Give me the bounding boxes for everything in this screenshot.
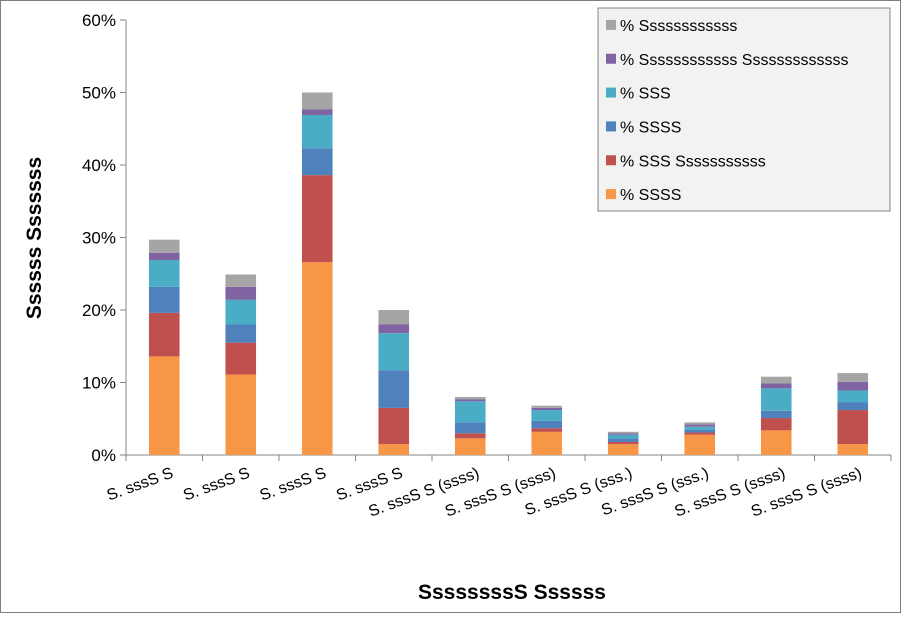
y-axis: 0% 10% 20% 30% 40% 50% 60% xyxy=(82,11,127,465)
bar-segment xyxy=(607,438,639,442)
y-axis-title: Ssssss Sssssss xyxy=(23,157,46,319)
bar-segment xyxy=(378,333,410,371)
bars xyxy=(148,92,869,455)
bar-segment xyxy=(454,399,486,402)
legend-swatch xyxy=(606,189,616,200)
bar-segment xyxy=(760,418,792,431)
y-tick-label: 30% xyxy=(82,229,116,248)
bar-segment xyxy=(454,397,486,400)
bar-segment xyxy=(607,434,639,439)
bar-segment xyxy=(301,114,333,149)
bar-segment xyxy=(148,286,180,313)
legend-swatch xyxy=(606,155,616,166)
bar-segment xyxy=(225,274,257,287)
y-tick-label: 50% xyxy=(82,84,116,103)
legend: % Ssssssssssss % Ssssssssssss Sssssssssss… xyxy=(597,7,891,212)
bar-segment xyxy=(148,252,180,260)
y-tick-label: 0% xyxy=(91,446,116,465)
bar-segment xyxy=(760,383,792,389)
legend-label: % Ssssssssssss xyxy=(620,18,737,35)
bar-segment xyxy=(607,433,639,435)
legend-swatch xyxy=(606,121,616,132)
bar-segment xyxy=(837,390,869,403)
bar-segment xyxy=(301,148,333,176)
bar-segment xyxy=(148,356,180,455)
bar-segment xyxy=(378,310,410,325)
bar-segment xyxy=(760,388,792,411)
bar-segment xyxy=(454,422,486,434)
bar-segment xyxy=(684,424,716,427)
y-tick-label: 40% xyxy=(82,156,116,175)
bar-segment xyxy=(225,342,257,375)
bar-segment xyxy=(531,405,563,408)
bar-segment xyxy=(378,324,410,334)
bar-segment xyxy=(454,401,486,423)
bar-segment xyxy=(454,433,486,439)
x-axis-title: SsssssssS Ssssss xyxy=(418,581,606,604)
x-tick-label: S. sssS S xyxy=(181,465,252,505)
bar-segment xyxy=(301,175,333,263)
legend-label: % SSSS xyxy=(620,187,681,204)
bar-segment xyxy=(837,373,869,382)
bar-segment xyxy=(225,286,257,300)
bar-segment xyxy=(225,299,257,325)
legend-label: % SSS xyxy=(620,86,671,103)
bar-segment xyxy=(760,410,792,419)
y-tick-label: 20% xyxy=(82,301,116,320)
x-tick-label: S. sssS S xyxy=(105,465,176,505)
bar-segment xyxy=(837,381,869,391)
bar-segment xyxy=(378,444,410,455)
bar-segment xyxy=(225,324,257,343)
bar-segment xyxy=(684,434,716,455)
legend-swatch xyxy=(606,53,616,64)
bar-segment xyxy=(760,430,792,455)
bar-segment xyxy=(760,376,792,384)
bar-segment xyxy=(531,428,563,432)
bar-segment xyxy=(225,374,257,455)
bar-segment xyxy=(531,407,563,411)
legend-box xyxy=(597,7,891,212)
legend-label: % SSSS xyxy=(620,119,681,136)
bar-segment xyxy=(684,426,716,430)
bar-segment xyxy=(378,370,410,408)
bar-segment xyxy=(607,444,639,455)
legend-label: % SSS Sssssssssss xyxy=(620,153,766,170)
bar-segment xyxy=(301,262,333,455)
bar-segment xyxy=(454,438,486,455)
bar-segment xyxy=(607,431,639,434)
bar-segment xyxy=(837,444,869,455)
x-axis: S. sssS S S. sssS S S. sssS S S. sssS SS. s… xyxy=(105,454,892,521)
bar-segment xyxy=(378,407,410,445)
bar-segment xyxy=(531,410,563,421)
bar-segment xyxy=(607,441,639,445)
legend-swatch xyxy=(606,19,616,30)
bar-segment xyxy=(148,239,180,253)
bar-segment xyxy=(684,422,716,425)
legend-label: % Ssssssssssss Sssssssssssss xyxy=(620,52,848,69)
bar-segment xyxy=(837,410,869,445)
bar-segment xyxy=(531,420,563,429)
y-tick-label: 10% xyxy=(82,374,116,393)
bar-segment xyxy=(148,312,180,357)
y-tick-label: 60% xyxy=(82,11,116,30)
bar-segment xyxy=(684,432,716,435)
bar-segment xyxy=(301,109,333,115)
bar-segment xyxy=(684,429,716,433)
bar-segment xyxy=(531,431,563,455)
bar-segment xyxy=(148,259,180,287)
bar-segment xyxy=(301,92,333,110)
bar-segment xyxy=(837,402,869,411)
legend-swatch xyxy=(606,87,616,98)
x-tick-label: S. sssS S xyxy=(258,465,329,505)
